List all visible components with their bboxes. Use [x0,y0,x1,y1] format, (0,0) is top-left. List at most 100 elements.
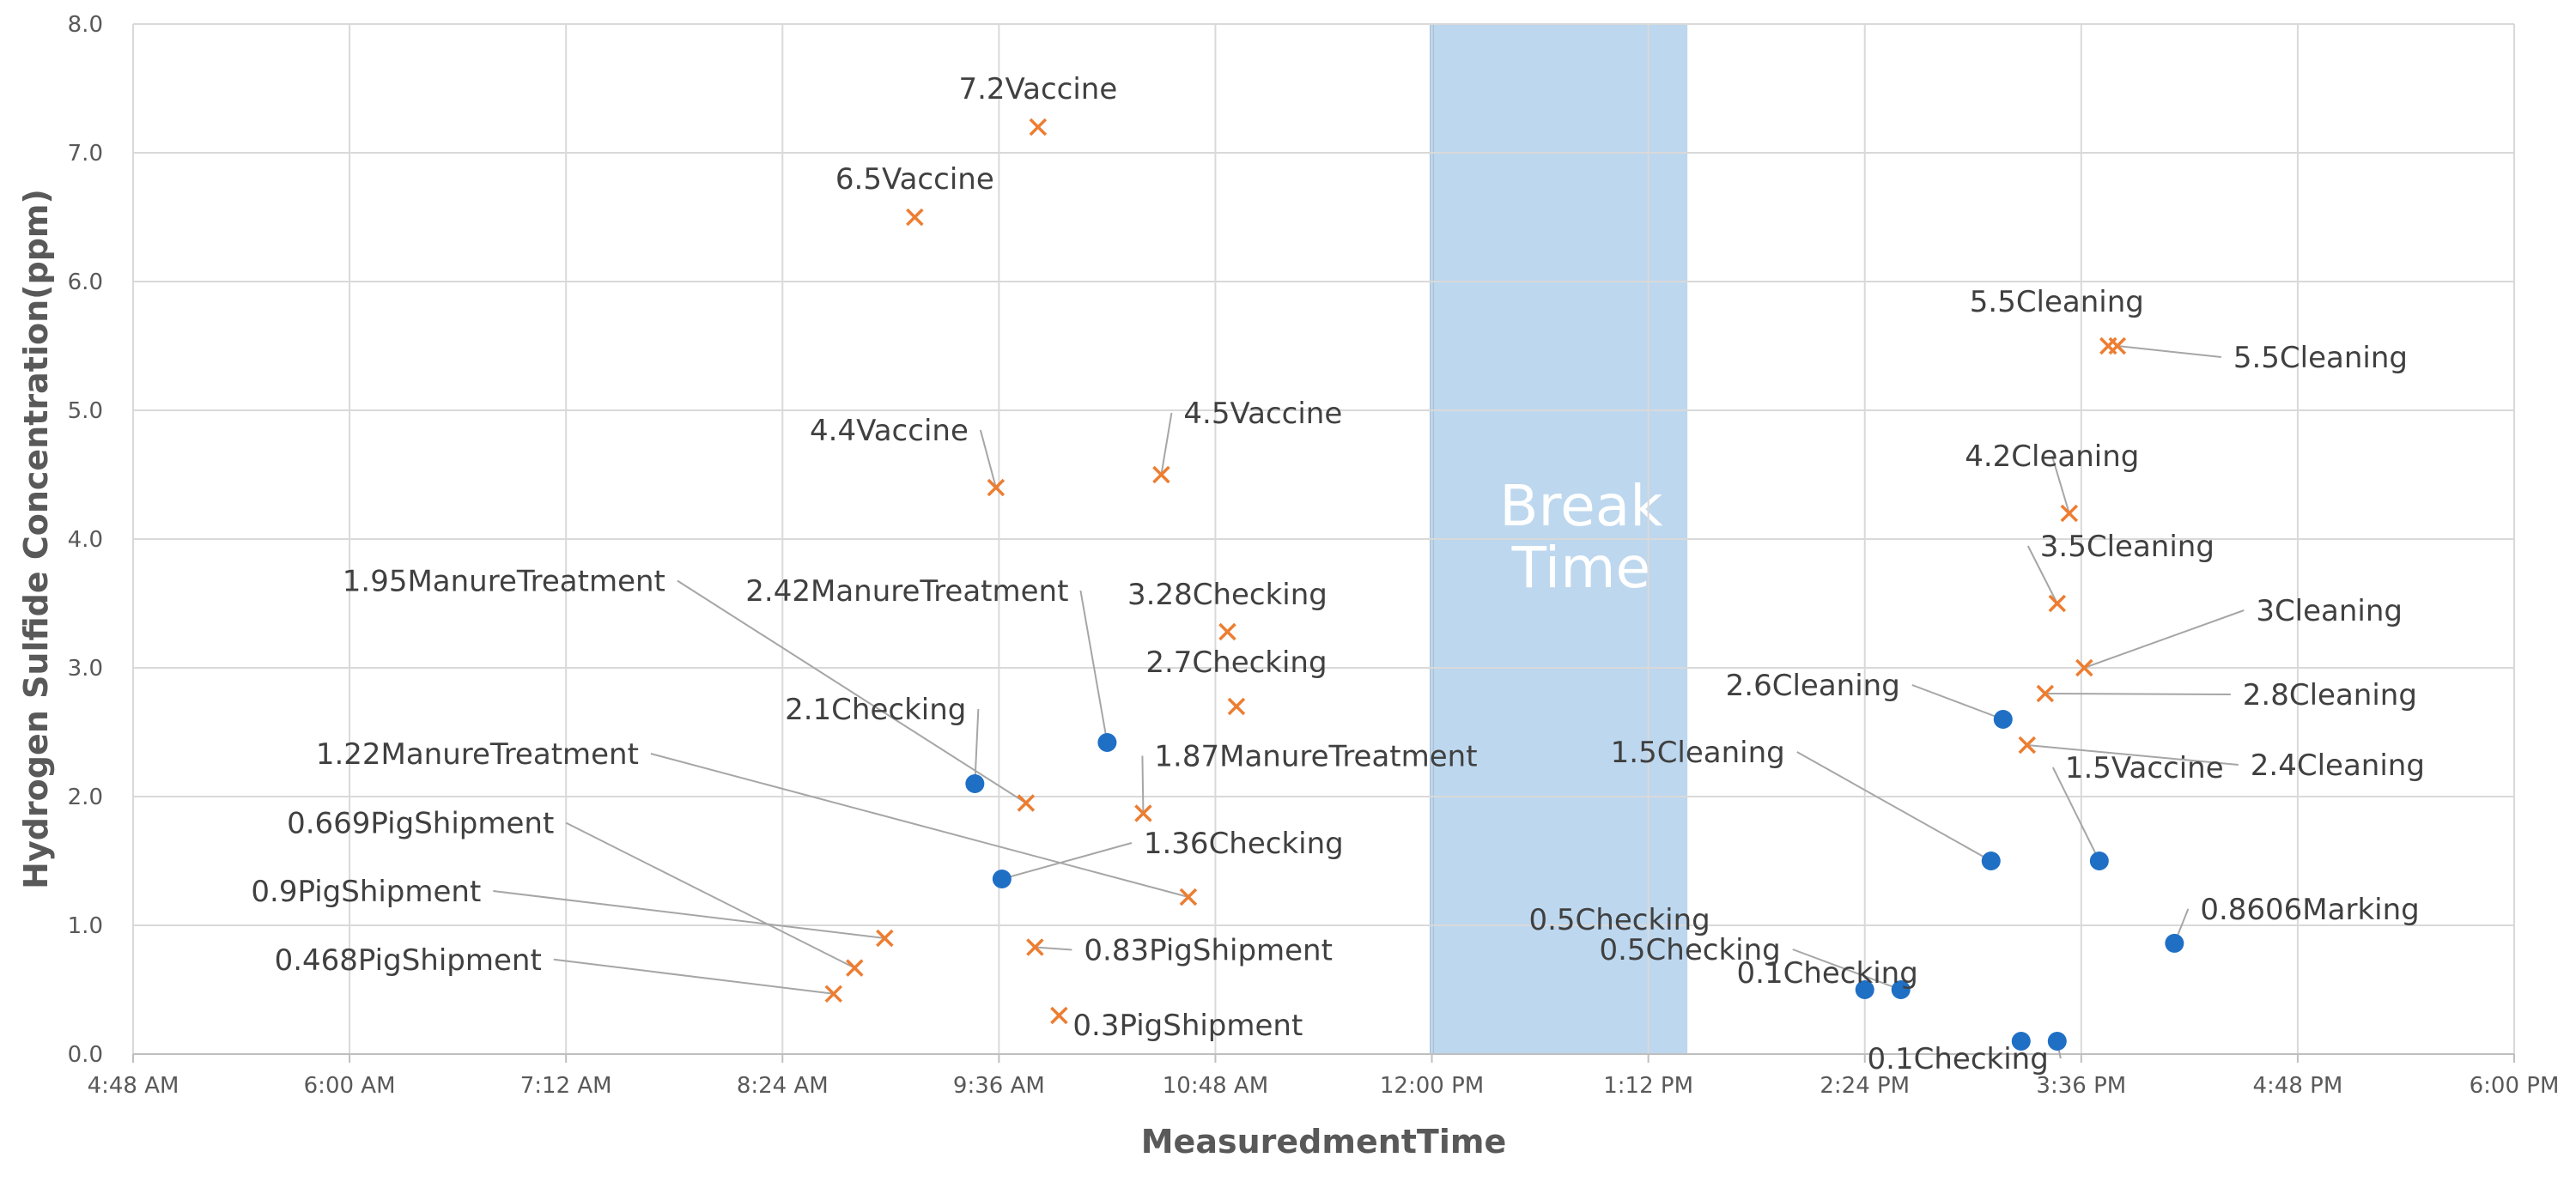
data-label: 0.1Checking [1868,1042,2049,1076]
data-point-x-stroke [824,985,843,1003]
x-tick-label: 6:00 PM [2470,1073,2560,1099]
data-point-x-stroke [1179,888,1198,906]
data-point-x [1134,804,1152,822]
y-tick-label: 2.0 [68,785,103,810]
data-point-x-stroke [846,959,864,977]
y-tick-label: 5.0 [68,398,103,424]
label-leader-line [2083,609,2245,669]
data-point-circle [1097,733,1117,752]
data-point-x [987,478,1005,497]
data-point-x-stroke [1152,465,1170,484]
data-label: 1.5Cleaning [1611,736,1785,770]
data-label: 0.8606Marking [2200,893,2419,927]
data-point-x-stroke [1026,938,1044,956]
data-point-x [1218,622,1236,641]
data-point-circle [965,774,985,793]
data-point-circle [2047,1032,2067,1051]
data-label: 4.2Cleaning [1965,439,2139,474]
y-tick-label: 7.0 [68,141,103,167]
x-tick-label: 7:12 AM [520,1073,612,1099]
data-point-x-stroke [2075,658,2093,677]
data-label: 0.1Checking [1737,956,1918,991]
label-leader-line [2026,545,2058,604]
data-label: 0.83PigShipment [1084,934,1333,968]
label-leader-line [553,958,834,995]
label-leader-line [1792,949,1902,991]
data-point-circle [1891,980,1911,999]
break-time-label: Break [1499,473,1663,539]
data-point-x [2048,594,2067,613]
data-point-x-stroke [1218,622,1236,641]
data-point-x [1029,118,1048,136]
data-label: 2.6Cleaning [1726,669,1900,703]
label-leader-line [1079,590,1109,743]
data-point-x [1017,794,1036,812]
label-leader-line [1160,412,1173,476]
data-point-x [1050,1006,1068,1025]
data-label: 0.3PigShipment [1072,1009,1303,1043]
break-time-label: Time [1511,535,1651,601]
data-point-x-stroke [2036,684,2055,703]
label-leader-line [2051,767,2100,862]
data-point-x [2060,504,2079,523]
data-point-circle [2011,1032,2031,1051]
data-label: 5.5Cleaning [1970,285,2144,319]
data-point-x [2075,658,2093,677]
data-point-x-stroke [876,929,894,948]
data-label: 2.1Checking [785,693,966,727]
x-axis-title: MeasuredmentTime [1141,1123,1507,1161]
x-tick-label: 3:36 PM [2036,1073,2126,1099]
data-label: 2.8Cleaning [2243,678,2417,712]
data-label: 1.22ManureTreatment [316,737,639,772]
x-tick-label: 12:00 PM [1380,1073,1484,1099]
data-point-x [876,929,894,948]
x-tick-label: 8:24 AM [737,1073,829,1099]
label-leader-line [1035,946,1072,951]
data-label: 3Cleaning [2256,594,2403,628]
data-point-x-stroke [1029,118,1048,136]
x-tick-label: 4:48 AM [88,1073,179,1099]
data-point-circle [2165,933,2184,953]
data-label: 7.2Vaccine [958,72,1117,106]
data-point-x [906,208,924,227]
data-point-x [1026,938,1044,956]
label-leader-line [2117,345,2221,358]
data-label: 1.36Checking [1144,827,1344,861]
label-leader-line [979,429,997,488]
data-point-x-stroke [906,208,924,227]
data-label: 3.28Checking [1127,578,1327,612]
data-label: 1.5Vaccine [2065,751,2224,785]
x-tick-label: 6:00 AM [304,1073,396,1099]
data-point-circle [992,870,1012,888]
data-point-x [1179,888,1198,906]
data-point-circle [1855,980,1874,999]
y-tick-label: 3.0 [68,656,103,682]
data-label: 4.4Vaccine [810,414,969,448]
label-leader-line [2050,455,2070,514]
data-label: 4.5Vaccine [1183,397,1342,431]
data-point-x-stroke [1227,697,1246,716]
x-tick-label: 10:48 AM [1163,1073,1268,1099]
data-point-x-stroke [1134,804,1152,822]
data-point-x [2108,336,2127,355]
data-point-x-stroke [2018,736,2037,755]
x-tick-label: 9:36 AM [953,1073,1045,1099]
x-tick-label: 1:12 PM [1603,1073,1693,1099]
label-leader-line [1911,684,2004,720]
data-point-x [1152,465,1170,484]
data-point-x-stroke [2048,594,2067,613]
data-label: 2.4Cleaning [2251,749,2425,783]
data-point-circle [2089,852,2109,870]
y-tick-label: 0.0 [68,1042,103,1068]
data-label: 3.5Cleaning [2040,530,2215,564]
data-point-x [1227,697,1246,716]
data-point-circle [1981,852,2001,870]
data-point-x-stroke [1017,794,1036,812]
y-tick-label: 1.0 [68,913,103,939]
data-point-circle [1993,710,2013,729]
x-tick-label: 4:48 PM [2253,1073,2343,1099]
label-leader-line [650,753,1189,898]
data-point-x-stroke [987,478,1005,497]
data-point-x [824,985,843,1003]
